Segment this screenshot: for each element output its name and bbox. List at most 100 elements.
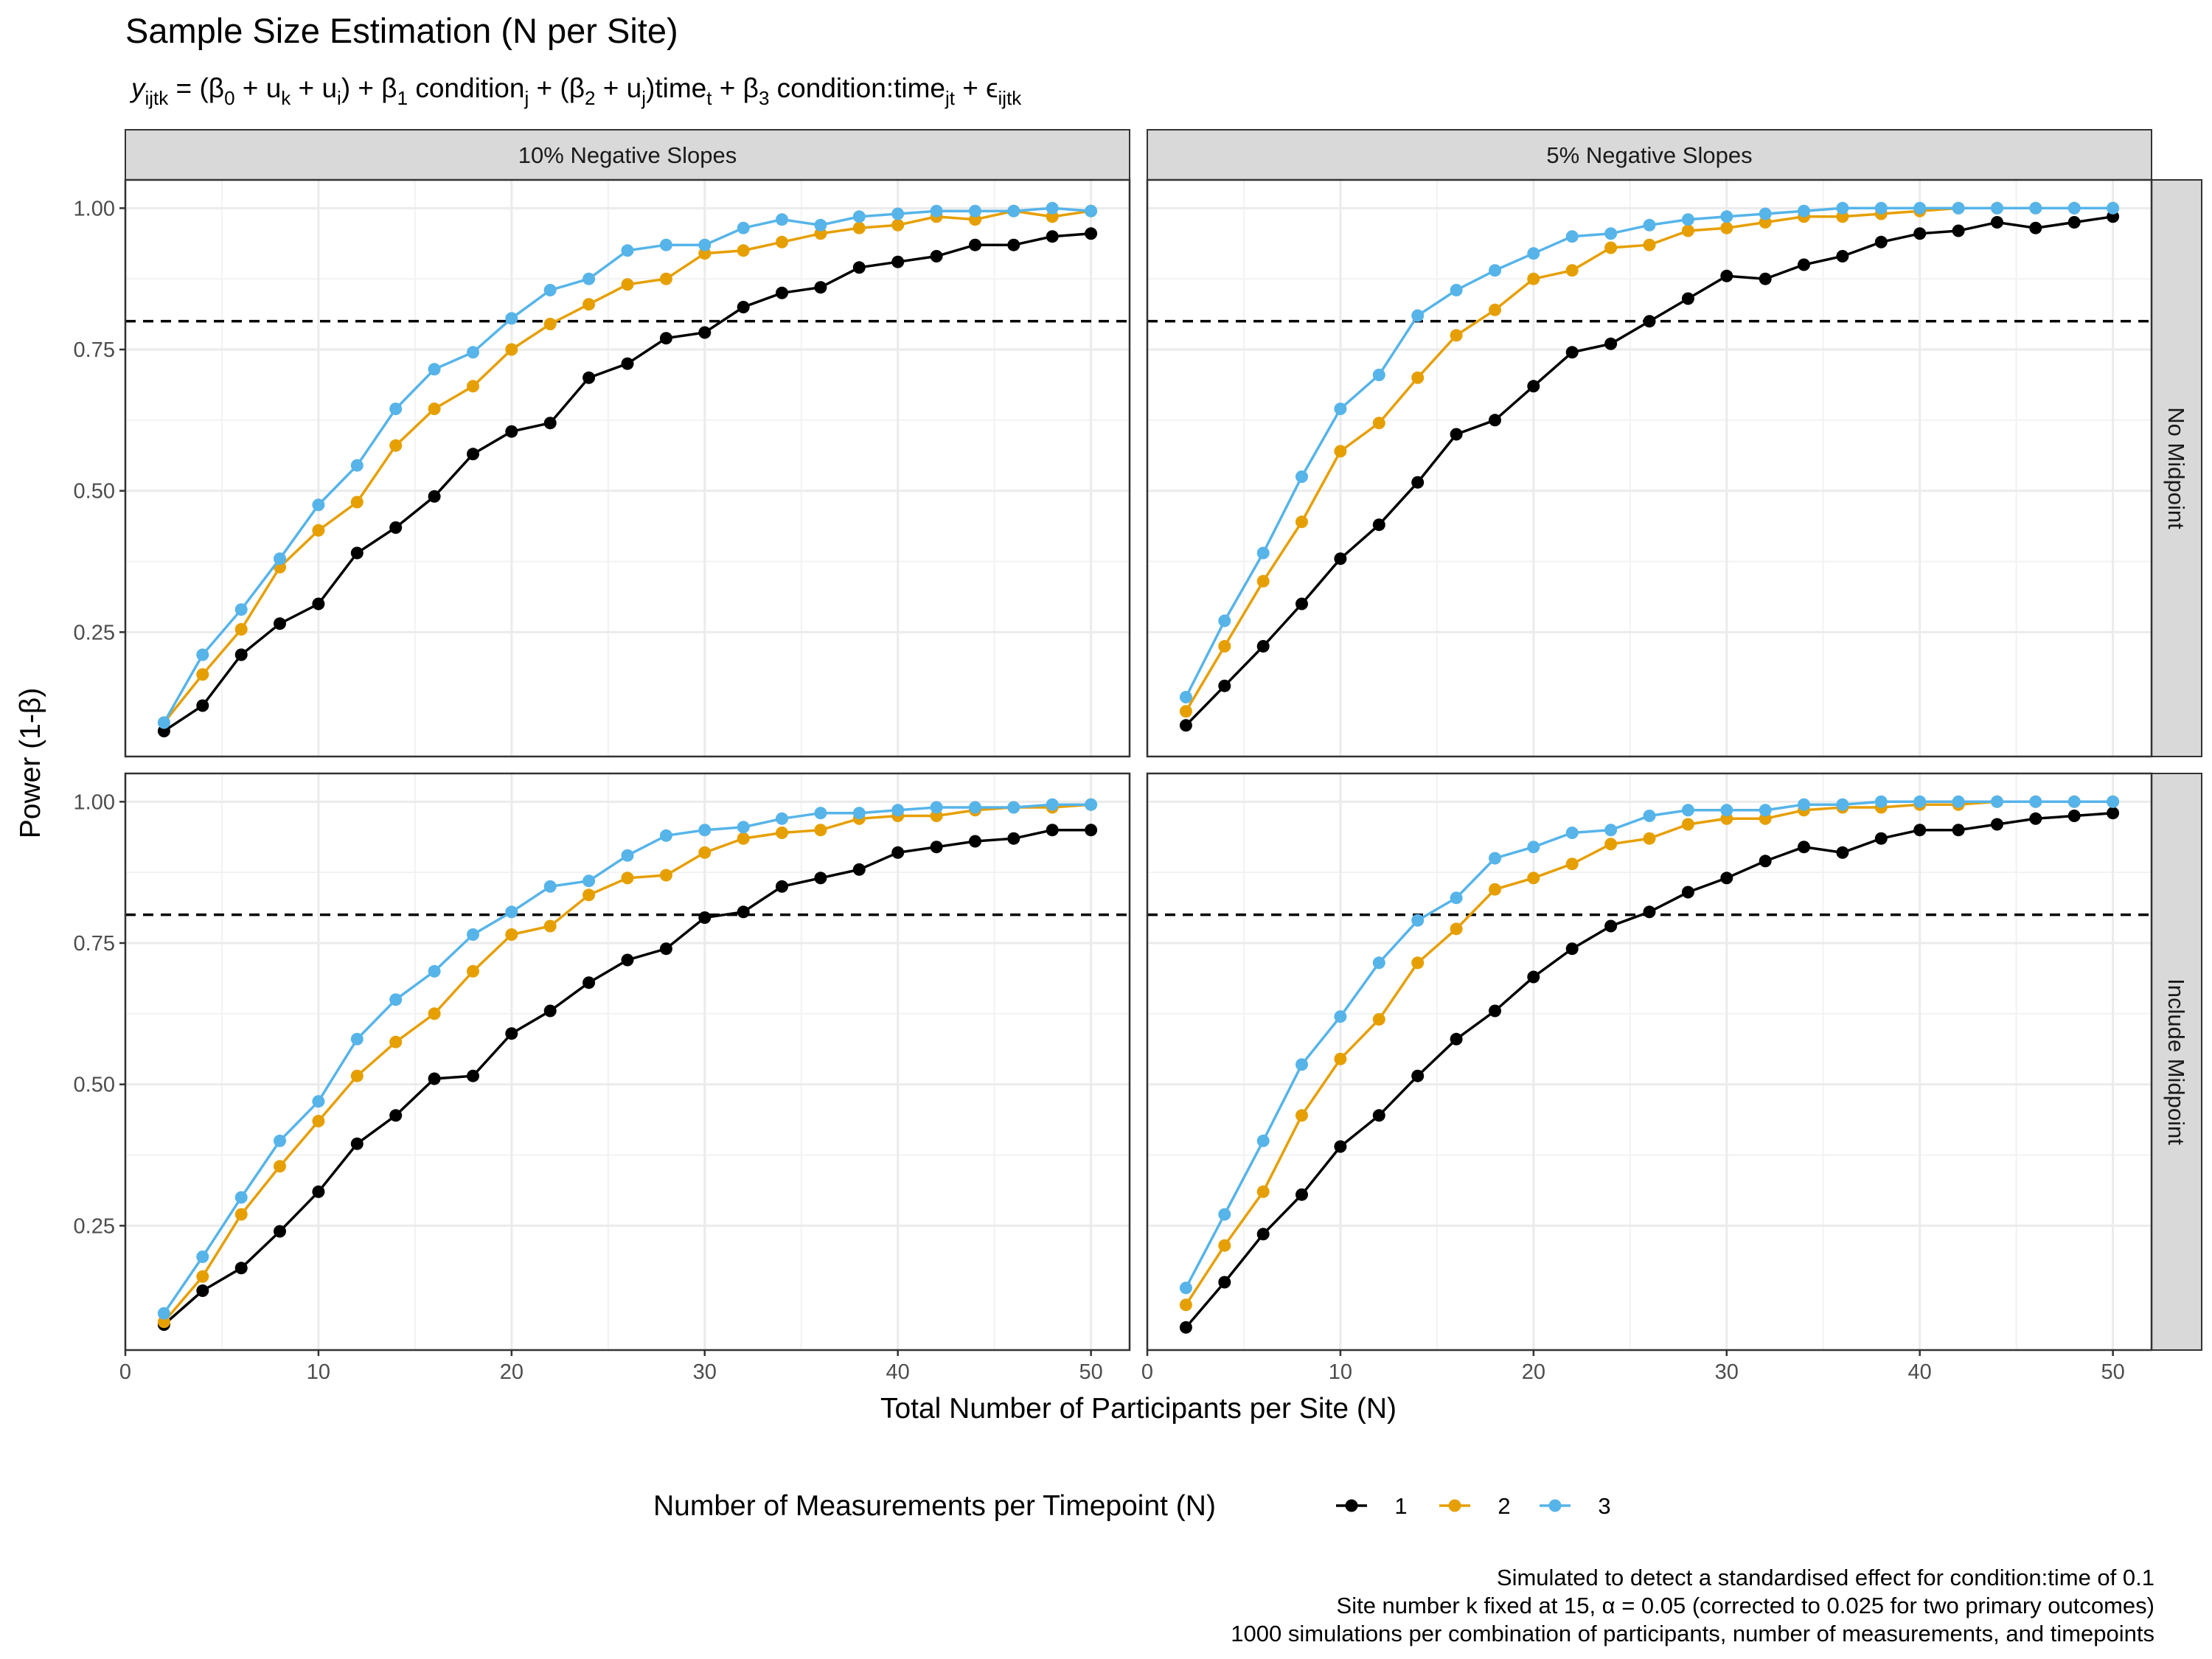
formula-sub: ijtk [998, 87, 1023, 109]
data-point-series-3 [1681, 213, 1694, 226]
data-point-series-2 [1218, 640, 1231, 653]
legend-title: Number of Measurements per Timepoint (N) [653, 1490, 1216, 1522]
legend-label-3: 3 [1598, 1493, 1610, 1519]
strip-row-2-label: Include Midpoint [2163, 978, 2189, 1145]
panel-border [1146, 178, 2153, 758]
panel-5pct-no-midpoint [1146, 178, 2153, 758]
data-point-series-3 [1489, 264, 1501, 277]
data-point-series-3 [621, 244, 634, 257]
model-formula: yijtk = (β0 + uk + ui) + β1 conditionj +… [129, 73, 1022, 109]
data-point-series-1 [274, 1225, 286, 1238]
data-point-series-1 [621, 953, 634, 967]
data-point-series-2 [467, 380, 479, 393]
data-point-series-1 [1046, 824, 1059, 837]
legend-label-1: 1 [1394, 1493, 1407, 1519]
data-point-series-3 [1007, 204, 1020, 218]
data-point-series-3 [467, 928, 479, 941]
data-point-series-3 [1450, 284, 1463, 296]
data-point-series-2 [1489, 883, 1501, 896]
data-point-series-3 [1334, 1010, 1347, 1023]
data-point-series-1 [543, 417, 557, 430]
y-tick-label: 0.75 [74, 932, 115, 956]
data-point-series-3 [930, 204, 943, 218]
data-point-series-2 [350, 1069, 364, 1082]
data-point-series-1 [1450, 428, 1463, 441]
data-point-series-3 [1295, 470, 1308, 483]
data-point-series-1 [1604, 919, 1618, 933]
data-point-series-3 [698, 824, 712, 837]
data-point-series-2 [505, 343, 518, 356]
data-point-series-2 [582, 298, 596, 311]
data-point-series-3 [737, 221, 750, 234]
data-point-series-3 [698, 238, 712, 251]
data-point-series-1 [350, 1137, 364, 1150]
data-point-series-1 [582, 976, 596, 990]
data-point-series-2 [1295, 515, 1308, 529]
data-point-series-1 [852, 863, 866, 876]
data-point-series-1 [1256, 1228, 1270, 1241]
data-point-series-3 [1527, 247, 1540, 260]
data-point-series-3 [234, 603, 248, 616]
data-point-series-3 [1372, 369, 1385, 381]
data-point-series-1 [2067, 216, 2081, 229]
data-point-series-3 [428, 363, 441, 376]
data-point-series-1 [659, 332, 672, 345]
data-point-series-3 [1085, 204, 1098, 218]
data-point-series-2 [852, 221, 866, 234]
y-tick-label: 0.25 [74, 1214, 115, 1238]
data-point-series-1 [428, 1072, 441, 1085]
data-point-series-1 [737, 301, 750, 313]
data-point-series-3 [1565, 827, 1579, 839]
data-point-series-1 [1450, 1032, 1463, 1046]
panel-background [1147, 180, 2152, 757]
data-point-series-3 [969, 801, 981, 814]
data-point-series-2 [1565, 858, 1579, 871]
data-point-series-3 [2067, 201, 2081, 215]
data-point-series-1 [698, 911, 712, 924]
data-point-series-2 [621, 278, 634, 291]
data-point-series-1 [1489, 1004, 1501, 1018]
panel-background [1147, 773, 2152, 1350]
data-point-series-1 [969, 238, 981, 251]
data-point-series-1 [659, 942, 672, 956]
strip-col-2-label: 5% Negative Slopes [1546, 142, 1752, 168]
data-point-series-1 [505, 1027, 518, 1040]
x-tick-label: 30 [693, 1360, 717, 1384]
data-point-series-3 [1604, 824, 1618, 837]
panel-background [125, 180, 1130, 757]
data-point-series-1 [1007, 832, 1020, 845]
formula-sub: ijtk [145, 87, 170, 109]
data-point-series-3 [2107, 201, 2120, 215]
formula-part: + β [712, 73, 758, 103]
formula-part: + u [291, 73, 337, 103]
data-point-series-3 [582, 272, 596, 285]
data-point-series-1 [621, 357, 634, 370]
x-tick-label: 10 [1329, 1360, 1352, 1384]
x-tick-label: 30 [1715, 1360, 1739, 1384]
data-point-series-1 [1952, 224, 1965, 237]
data-point-series-2 [1295, 1109, 1308, 1122]
formula-part: = (β [168, 73, 224, 103]
x-tick-label: 50 [1079, 1360, 1102, 1384]
data-point-series-3 [1991, 201, 2003, 215]
data-point-series-3 [312, 498, 325, 512]
data-point-series-3 [1256, 546, 1270, 560]
data-point-series-3 [2029, 795, 2042, 808]
data-point-series-1 [852, 261, 866, 274]
data-point-series-2 [582, 888, 596, 902]
data-point-series-1 [1218, 679, 1231, 692]
data-point-series-3 [1046, 201, 1059, 215]
data-point-series-1 [350, 546, 364, 560]
data-point-series-3 [1874, 201, 1888, 215]
y-axis-label: Power (1-β) [15, 688, 46, 838]
data-point-series-2 [389, 1035, 403, 1048]
data-point-series-2 [1527, 272, 1540, 285]
formula-sub: k [281, 87, 291, 109]
y-tick-label: 0.50 [74, 480, 115, 504]
data-point-series-2 [659, 272, 672, 285]
data-point-series-1 [505, 425, 518, 438]
panel-background [125, 773, 1130, 1350]
data-point-series-2 [1411, 371, 1425, 384]
x-tick-label: 0 [1141, 1360, 1153, 1384]
panel-5pct-include-midpoint [1146, 772, 2153, 1352]
